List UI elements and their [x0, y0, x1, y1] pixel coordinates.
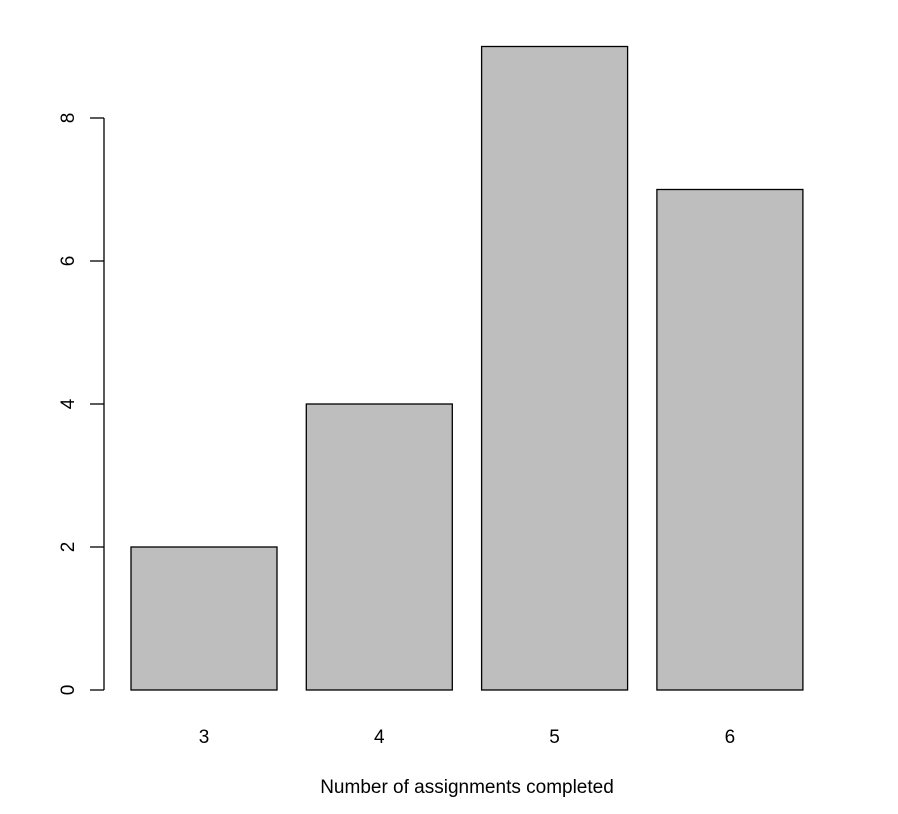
bar-3 — [130, 546, 278, 691]
y-tick-label-4: 4 — [58, 398, 79, 409]
x-tick-label-5: 5 — [549, 727, 560, 748]
y-tick-label-6: 6 — [58, 256, 79, 267]
x-axis-title: Number of assignments completed — [320, 777, 614, 798]
y-tick-label-0: 0 — [58, 685, 79, 696]
x-tick-labels: 3 4 5 6 — [199, 727, 735, 748]
bar-4 — [305, 403, 453, 691]
x-tick-label-3: 3 — [199, 727, 210, 748]
y-tick-label-2: 2 — [58, 542, 79, 553]
y-axis: 0 2 4 6 8 — [58, 113, 105, 696]
bars-group — [130, 45, 804, 691]
x-tick-label-4: 4 — [374, 727, 385, 748]
x-tick-label-6: 6 — [725, 727, 736, 748]
y-tick-label-8: 8 — [58, 113, 79, 124]
bar-6 — [656, 188, 804, 691]
bar-5 — [480, 45, 629, 691]
